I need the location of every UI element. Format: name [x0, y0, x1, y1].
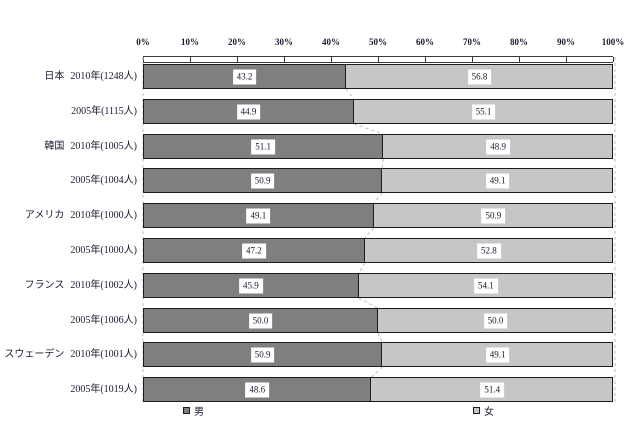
male-value-label: 48.6	[245, 382, 270, 397]
row-label: スウェーデン 2010年(1001人)	[0, 342, 137, 367]
stacked-bar	[143, 168, 613, 193]
male-value-label: 45.9	[238, 278, 263, 293]
country-label: アメリカ	[24, 210, 65, 221]
stacked-bar	[143, 238, 613, 263]
x-axis-tick-label: 80%	[510, 37, 528, 47]
country-label: 韓国	[44, 141, 65, 152]
row-label: 日本 2010年(1248人)	[0, 64, 137, 89]
year-sample-label: 2005年(1004人)	[70, 175, 137, 186]
stacked-bar	[143, 64, 613, 89]
segment-boundary-connector	[353, 123, 384, 135]
x-axis-tick-label: 20%	[228, 37, 246, 47]
row-label: 2005年(1000人)	[0, 238, 137, 263]
male-value-label: 50.9	[250, 347, 275, 362]
row-label: フランス 2010年(1002人)	[0, 273, 137, 298]
x-axis-tick-label: 60%	[416, 37, 434, 47]
year-sample-label: 2010年(1002人)	[70, 280, 137, 291]
female-value-label: 55.1	[471, 104, 496, 119]
year-sample-label: 2005年(1006人)	[70, 315, 137, 326]
male-value-label: 50.0	[248, 313, 273, 328]
segment-boundary-connector	[377, 332, 383, 343]
segment-boundary-connector	[373, 192, 383, 204]
x-axis-tick-mark	[613, 57, 614, 62]
female-value-label: 50.9	[481, 208, 506, 223]
segment-boundary-connector	[371, 366, 383, 378]
segment-boundary-connector	[345, 88, 355, 100]
x-axis-tick-label: 40%	[322, 37, 340, 47]
year-sample-label: 2010年(1005人)	[70, 141, 137, 152]
legend-label-female: 女	[484, 407, 494, 418]
x-axis-tick-label: 50%	[369, 37, 387, 47]
female-value-label: 49.1	[485, 347, 510, 362]
row-label: 韓国 2010年(1005人)	[0, 134, 137, 159]
female-value-label: 52.8	[477, 243, 501, 258]
male-value-label: 47.2	[242, 243, 266, 258]
segment-boundary-connector	[381, 158, 384, 169]
female-value-label: 50.0	[483, 313, 508, 328]
male-value-label: 43.2	[232, 69, 257, 84]
female-value-label: 48.9	[486, 139, 510, 154]
stacked-bar	[143, 99, 613, 124]
x-axis-tick-label: 90%	[557, 37, 575, 47]
x-axis-tick-mark	[190, 57, 191, 62]
year-sample-label: 2010年(1001人)	[70, 349, 137, 360]
country-label: フランス	[24, 280, 65, 291]
year-sample-label: 2005年(1115人)	[71, 106, 137, 117]
x-axis-tick-label: 10%	[181, 37, 199, 47]
x-axis-tick-mark	[378, 57, 379, 62]
stacked-bar	[143, 134, 613, 159]
x-axis-tick-mark	[237, 57, 238, 62]
male-value-label: 50.9	[250, 173, 275, 188]
male-value-label: 49.1	[246, 208, 271, 223]
year-sample-label: 2005年(1000人)	[70, 245, 137, 256]
x-axis-tick-mark	[425, 57, 426, 62]
legend-item-female: 女	[473, 403, 494, 418]
female-value-label: 56.8	[467, 69, 492, 84]
stacked-bar	[143, 308, 613, 333]
x-axis-tick-mark	[284, 57, 285, 62]
female-value-label: 54.1	[473, 278, 498, 293]
year-sample-label: 2005年(1019人)	[70, 384, 137, 395]
x-axis-tick-label: 70%	[463, 37, 481, 47]
row-label: 2005年(1019人)	[0, 377, 137, 402]
stacked-bar	[143, 273, 613, 298]
country-label: スウェーデン	[4, 349, 65, 360]
male-value-label: 44.9	[236, 104, 261, 119]
x-axis-tick-label: 0%	[136, 37, 150, 47]
x-axis-tick-mark	[331, 57, 332, 62]
x-axis-tick-label: 30%	[275, 37, 293, 47]
row-label: 2005年(1004人)	[0, 168, 137, 193]
segment-boundary-connector	[364, 227, 375, 239]
x-axis-tick-label: 100%	[601, 37, 625, 47]
row-label: 2005年(1006人)	[0, 308, 137, 333]
x-axis-tick-mark	[519, 57, 520, 62]
row-label: アメリカ 2010年(1000人)	[0, 203, 137, 228]
x-axis-tick-mark	[566, 57, 567, 62]
country-label: 日本	[44, 71, 65, 82]
stacked-bar	[143, 377, 613, 402]
stacked-bar	[143, 342, 613, 367]
year-sample-label: 2010年(1248人)	[70, 71, 137, 82]
male-value-label: 51.1	[251, 139, 275, 154]
legend-label-male: 男	[194, 407, 204, 418]
row-label: 2005年(1115人)	[0, 99, 137, 124]
segment-boundary-connector	[358, 262, 366, 274]
female-value-label: 51.4	[480, 382, 505, 397]
legend-item-male: 男	[183, 403, 204, 418]
segment-boundary-connector	[358, 297, 379, 309]
year-sample-label: 2010年(1000人)	[70, 210, 137, 221]
legend-swatch-female-icon	[473, 407, 480, 414]
legend-swatch-male-icon	[183, 407, 190, 414]
x-axis-tick-mark	[472, 57, 473, 62]
stacked-bar	[143, 203, 613, 228]
female-value-label: 49.1	[485, 173, 510, 188]
